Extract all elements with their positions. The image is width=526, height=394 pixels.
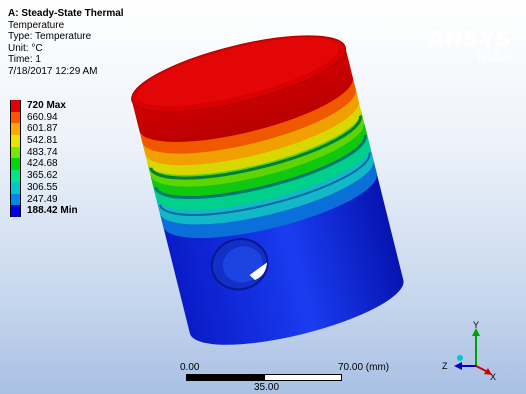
legend-swatch xyxy=(10,123,21,136)
temperature-band xyxy=(141,88,359,166)
z-axis-arrow-icon xyxy=(454,362,462,370)
legend-label: 601.87 xyxy=(27,123,58,135)
legend-swatch xyxy=(10,158,21,171)
result-name: Temperature xyxy=(8,19,65,31)
x-axis-label: X xyxy=(490,372,496,380)
pin-hole-opening xyxy=(249,262,268,281)
temperature-band xyxy=(159,158,377,239)
temperature-band xyxy=(153,132,370,210)
brand-name: ANSYS xyxy=(427,27,512,51)
legend-label: 365.62 xyxy=(27,170,58,182)
legend-label: 247.49 xyxy=(27,193,58,205)
legend-label: 306.55 xyxy=(27,181,58,193)
legend-swatch xyxy=(10,205,21,217)
legend-swatch xyxy=(10,170,21,182)
legend-swatch xyxy=(10,100,21,112)
legend-label: 483.74 xyxy=(27,146,58,158)
legend-label-min: 188.42 Min xyxy=(27,205,78,217)
ring-groove xyxy=(158,152,371,216)
axis-triad[interactable]: Y Z X xyxy=(440,320,500,380)
z-axis-label: Z xyxy=(442,361,448,371)
legend-swatch xyxy=(10,135,21,147)
result-unit: Unit: °C xyxy=(8,42,43,54)
legend-label: 660.94 xyxy=(27,111,58,123)
legend-swatch xyxy=(10,111,21,124)
triad-origin-icon xyxy=(457,355,463,361)
result-time: Time: 1 xyxy=(8,54,41,65)
analysis-title: A: Steady-State Thermal xyxy=(8,8,124,19)
ansys-logo: ANSYS R15.0 xyxy=(428,28,512,64)
temperature-band xyxy=(150,120,368,199)
x-axis-arrow-icon xyxy=(484,368,492,375)
y-axis-label: Y xyxy=(473,320,479,330)
legend-label: 424.68 xyxy=(27,158,58,170)
legend-label-max: 720 Max xyxy=(27,100,66,111)
y-axis-arrow-icon xyxy=(472,328,480,336)
legend-label: 542.81 xyxy=(27,135,58,147)
ring-groove xyxy=(154,134,367,200)
temperature-band xyxy=(139,76,356,154)
result-info-panel: A: Steady-State Thermal Temperature Type… xyxy=(8,8,124,77)
legend-swatch xyxy=(10,181,21,194)
ring-groove xyxy=(149,115,362,180)
piston-crown-highlight xyxy=(136,37,340,107)
temperature-band xyxy=(144,99,362,175)
result-date: 7/18/2017 12:29 AM xyxy=(8,65,98,77)
result-type: Type: Temperature xyxy=(8,31,92,42)
brand-version: R15.0 xyxy=(477,49,512,64)
legend-swatch xyxy=(10,146,21,159)
legend-swatch xyxy=(10,193,21,206)
